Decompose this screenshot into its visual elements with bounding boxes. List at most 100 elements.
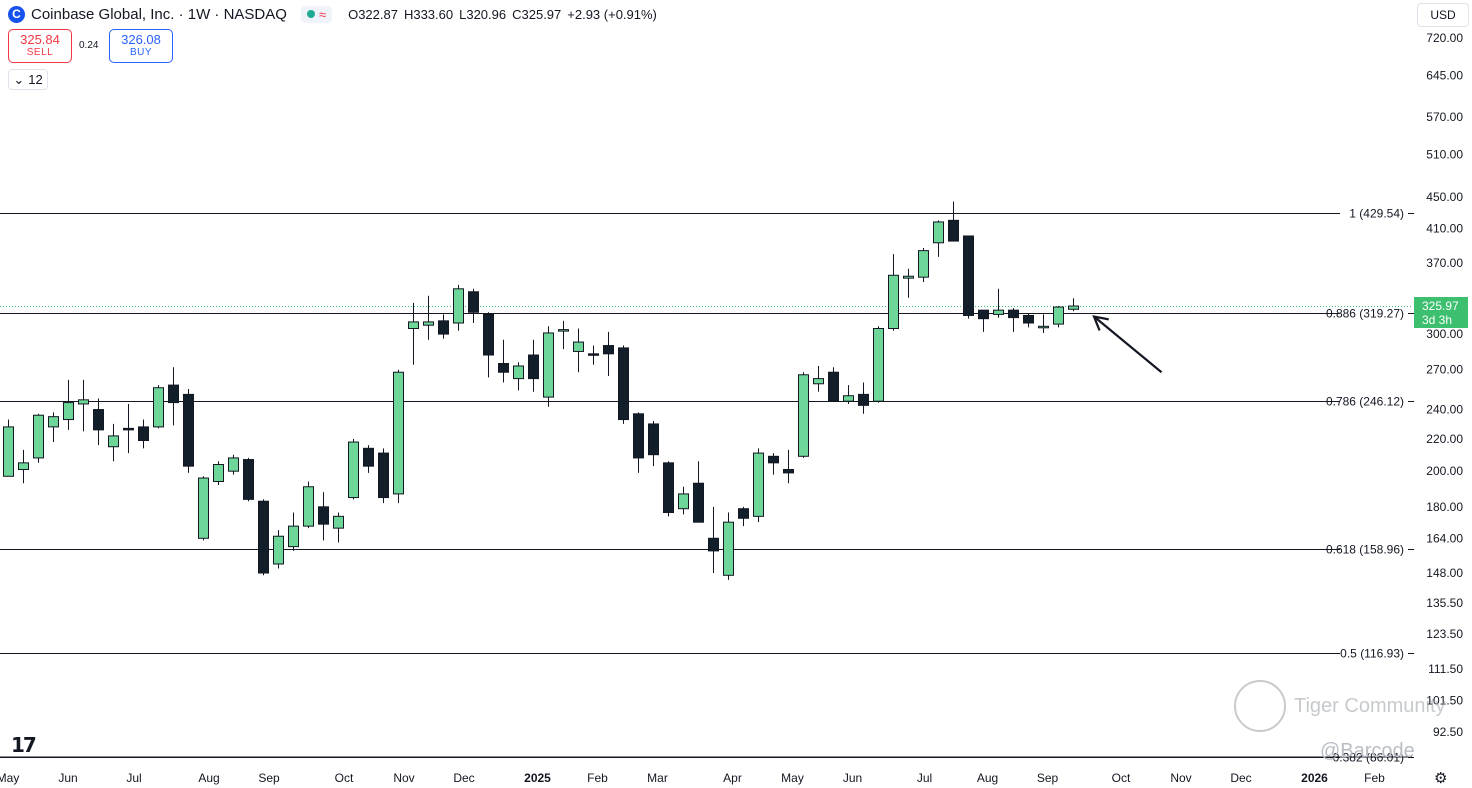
candle (453, 284, 464, 331)
candle-body-down (438, 320, 449, 335)
price-tick-label: 720.00 (1426, 31, 1463, 45)
candle (978, 309, 989, 332)
time-tick-label: 2025 (524, 771, 551, 785)
candle (963, 235, 974, 319)
candle-body-up (348, 441, 359, 499)
candle (558, 320, 569, 350)
candle-body-down (363, 447, 374, 467)
candle (1008, 308, 1019, 332)
candle-body-down (468, 291, 479, 313)
close-value: C325.97 (512, 6, 562, 22)
candle (843, 385, 854, 404)
sell-button[interactable]: 325.84 SELL (8, 29, 72, 63)
candle-body-up (288, 525, 299, 548)
candle-body-up (303, 486, 314, 527)
candle-body-down (633, 413, 644, 459)
candle-body-up (888, 274, 899, 330)
gear-icon[interactable]: ⚙ (1434, 770, 1448, 787)
price-tick-label: 101.50 (1426, 694, 1463, 708)
candle-body-down (123, 427, 134, 431)
candle-body-up (1068, 305, 1079, 310)
candle-body-down (828, 371, 839, 402)
candle (1053, 305, 1064, 328)
market-status-pill[interactable]: ≈ (300, 5, 333, 23)
candle-body-down (318, 506, 329, 525)
arrow-head[interactable] (1092, 315, 1109, 331)
candle (483, 312, 494, 378)
candle-body-up (213, 463, 224, 482)
tradingview-logo-icon[interactable]: 17 (11, 733, 37, 757)
time-tick-label: Jun (58, 771, 77, 785)
candle (1023, 313, 1034, 328)
candle-body-up (423, 321, 434, 326)
candle (198, 476, 209, 541)
candle-body-up (723, 521, 734, 576)
candle (168, 367, 179, 426)
candle (573, 328, 584, 373)
buy-button[interactable]: 326.08 BUY (109, 29, 173, 63)
candle (948, 201, 959, 242)
fib-label-0.5: 0.5 (116.93) (1340, 647, 1404, 661)
candle (1038, 314, 1049, 333)
time-tick-label: Apr (723, 771, 742, 785)
time-tick-label: Sep (1037, 771, 1059, 785)
candle (438, 314, 449, 339)
candle-body-down (258, 500, 269, 574)
price-tick-label: 370.00 (1426, 256, 1463, 270)
candle-body-up (843, 395, 854, 402)
symbol-title[interactable]: Coinbase Global, Inc. · 1W · NASDAQ (31, 5, 287, 23)
candle-body-down (483, 313, 494, 356)
candle-body-up (558, 329, 569, 332)
time-tick-label: Aug (977, 771, 998, 785)
price-tick-label: 410.00 (1426, 221, 1463, 235)
candle (543, 326, 554, 407)
time-tick-label: May (781, 771, 804, 785)
price-tick-label: 92.50 (1433, 725, 1463, 739)
candle-body-down (783, 469, 794, 474)
candle (378, 448, 389, 504)
candle-body-up (873, 328, 884, 402)
fib-label-0.618: 0.618 (158.96) (1326, 543, 1404, 557)
candle-body-up (228, 457, 239, 472)
time-tick-label: 2026 (1301, 771, 1328, 785)
candle-body-down (693, 482, 704, 523)
price-tick-label: 570.00 (1426, 110, 1463, 124)
time-tick-label: Dec (453, 771, 474, 785)
candle-body-up (573, 341, 584, 352)
price-tick-label: 135.50 (1426, 596, 1463, 610)
candle (108, 423, 119, 462)
candle-body-down (1008, 309, 1019, 319)
arrow-shaft[interactable] (1093, 315, 1163, 374)
sell-price: 325.84 (20, 32, 60, 47)
fib-label-0.786: 0.786 (246.12) (1326, 395, 1404, 409)
price-axis[interactable]: 720.00 645.00 570.00 510.00 450.00 410.00 370.… (1426, 31, 1463, 739)
candle (513, 362, 524, 391)
candle (348, 438, 359, 500)
candle-body-up (78, 399, 89, 405)
candle (528, 339, 539, 392)
candle-body-down (1023, 314, 1034, 324)
indicator-toggle-button[interactable]: ⌄ 12 (8, 69, 48, 90)
candle (318, 492, 329, 541)
price-tick-label: 270.00 (1426, 363, 1463, 377)
candle (18, 449, 29, 484)
buy-label: BUY (129, 47, 153, 58)
candle-body-down (243, 459, 254, 500)
time-axis[interactable]: May Jun Jul Aug Sep Oct Nov Dec 2025 Feb Mar Apr May… (0, 756, 1412, 785)
sell-label: SELL (26, 47, 54, 58)
candle (828, 367, 839, 402)
time-tick-label: Feb (1364, 771, 1385, 785)
candle-body-up (408, 321, 419, 330)
candle (138, 419, 149, 449)
candle (63, 379, 74, 430)
candle-body-up (48, 416, 59, 428)
candle (333, 512, 344, 543)
candle-body-up (513, 365, 524, 380)
candle-body-up (1038, 325, 1049, 329)
candle-body-down (663, 462, 674, 513)
arrow-annotation[interactable] (1092, 315, 1163, 374)
bar-countdown: 3d 3h (1422, 313, 1453, 327)
chevron-down-icon: ⌄ (13, 71, 25, 87)
currency-selector[interactable]: USD (1417, 3, 1469, 27)
